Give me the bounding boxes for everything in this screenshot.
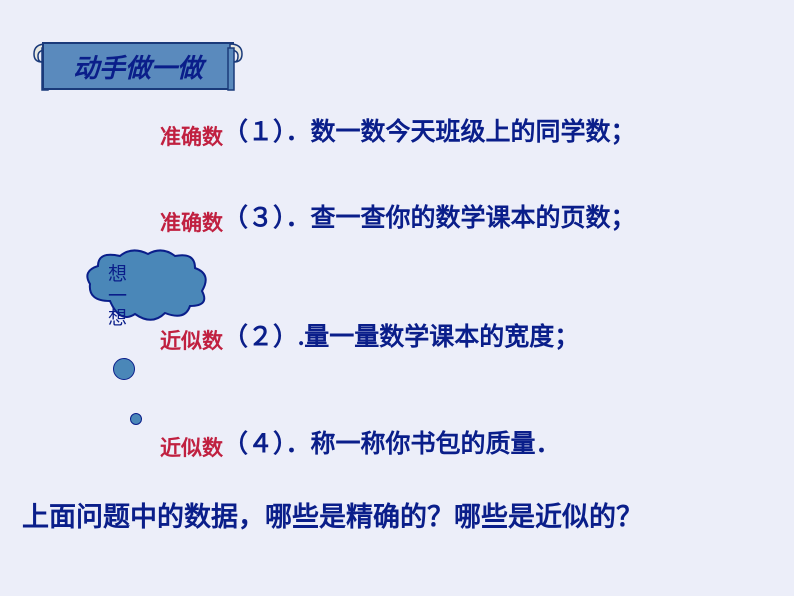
label-exact-2: 准确数: [160, 211, 223, 235]
label-approx-2: 近似数: [160, 436, 223, 460]
question-row-2: 准确数（３）．查一查你的数学课本的页数；: [160, 198, 636, 234]
label-exact-1: 准确数: [160, 125, 223, 149]
question-row-4: 近似数（４）．称一称你书包的质量．: [160, 424, 561, 460]
banner-title: 动手做一做: [73, 48, 203, 85]
question-2-text: （３）．查一查你的数学课本的页数；: [223, 205, 636, 232]
question-row-1: 准确数（１）．数一数今天班级上的同学数；: [160, 112, 636, 148]
question-row-3: 近似数（２）.量一量数学课本的宽度；: [160, 317, 579, 353]
cloud-text: 想一 想: [108, 264, 127, 330]
bottom-question: 上面问题中的数据，哪些是精确的？哪些是近似的？: [22, 495, 643, 534]
cloud-line1: 想一: [108, 264, 127, 307]
thought-bubble-1: [113, 358, 135, 380]
scroll-right-icon: [226, 40, 248, 92]
question-4-text: （４）．称一称你书包的质量．: [223, 431, 561, 458]
label-approx-1: 近似数: [160, 329, 223, 353]
banner-body: 动手做一做: [42, 42, 234, 90]
thought-bubble-2: [130, 413, 142, 425]
question-3-text: （２）.量一量数学课本的宽度；: [223, 324, 579, 351]
title-banner: 动手做一做: [28, 38, 248, 94]
cloud-line2: 想: [108, 308, 127, 329]
question-1-text: （１）．数一数今天班级上的同学数；: [223, 119, 636, 146]
